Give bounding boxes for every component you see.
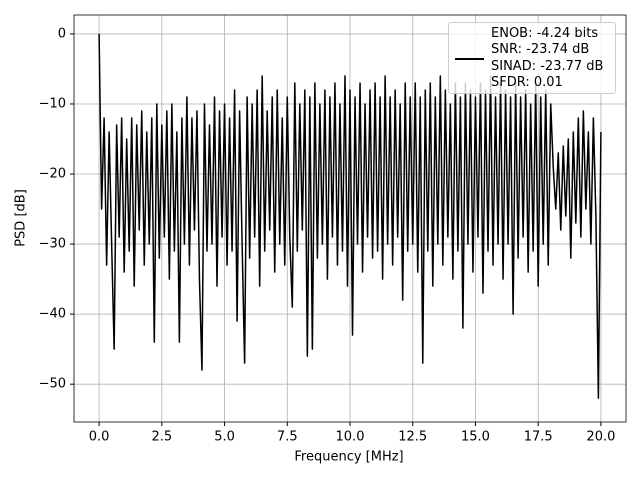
x-tick-label: 12.5 xyxy=(398,430,427,445)
legend-line xyxy=(455,58,484,60)
plot-frame xyxy=(73,14,627,423)
x-tick-label: 5.0 xyxy=(214,430,235,445)
y-tick-label: −10 xyxy=(39,96,66,111)
y-tick-label: −30 xyxy=(39,237,66,252)
y-tick-label: −20 xyxy=(39,167,66,182)
x-tick-label: 7.5 xyxy=(277,430,298,445)
x-tick-label: 2.5 xyxy=(151,430,172,445)
x-tick-label: 17.5 xyxy=(524,430,553,445)
legend: ENOB: -4.24 bits SNR: -23.74 dB SINAD: -… xyxy=(448,22,616,94)
y-axis-label: PSD [dB] xyxy=(14,189,29,247)
y-tick-label: 0 xyxy=(58,26,66,41)
x-axis-label: Frequency [MHz] xyxy=(294,450,403,465)
y-tick-label: −50 xyxy=(39,377,66,392)
y-tick-label: −40 xyxy=(39,307,66,322)
x-tick-label: 10.0 xyxy=(336,430,365,445)
x-tick-label: 0.0 xyxy=(89,430,110,445)
x-tick-label: 15.0 xyxy=(461,430,490,445)
legend-label: ENOB: -4.24 bits SNR: -23.74 dB SINAD: -… xyxy=(491,26,604,90)
data-line xyxy=(98,33,602,399)
x-tick-label: 20.0 xyxy=(586,430,615,445)
